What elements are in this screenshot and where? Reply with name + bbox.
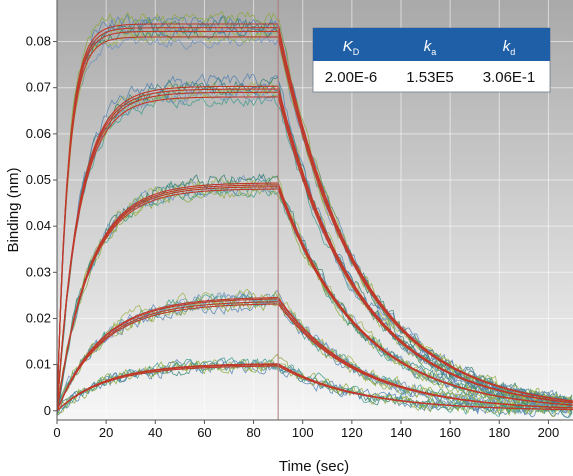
y-axis-ticks: 0 0.01 0.02 0.03 0.04 0.05 0.06 0.07 0.08 [26,34,57,418]
y-tick-label-8: 0.08 [26,34,51,49]
x-tick-label-9: 180 [488,425,510,440]
x-axis-ticks: 0 20 40 60 80 100 120 140 160 180 200 [53,420,559,440]
x-tick-label-2: 40 [148,425,162,440]
raw-trace-s4-r3-1 [57,10,573,413]
fit-curves [57,23,573,412]
y-tick-label-7: 0.07 [26,80,51,95]
fit-curve-s0-r2 [57,363,573,412]
x-tick-label-8: 160 [439,425,461,440]
fit-curve-s3-r3 [57,85,573,411]
kinetics-value-kd: 2.00E-6 [325,69,378,86]
kinetics-value-kdis: 3.06E-1 [483,69,536,86]
x-tick-label-1: 20 [99,425,113,440]
fit-curve-s1-r3 [57,297,573,411]
x-tick-label-10: 200 [538,425,560,440]
x-tick-label-4: 80 [246,425,260,440]
kinetics-header-kd: KD [343,38,360,57]
y-tick-label-3: 0.03 [26,264,51,279]
x-tick-label-7: 140 [390,425,412,440]
x-tick-label-0: 0 [53,425,60,440]
y-tick-label-0: 0 [44,403,51,418]
y-tick-label-2: 0.02 [26,310,51,325]
x-axis-label: Time (sec) [279,458,349,475]
y-tick-label-1: 0.01 [26,357,51,372]
x-tick-label-3: 60 [197,425,211,440]
x-tick-label-6: 120 [341,425,363,440]
y-axis-label: Binding (nm) [5,167,22,252]
y-tick-label-4: 0.04 [26,218,51,233]
x-tick-label-5: 100 [292,425,314,440]
fit-curve-s4-r3 [57,23,573,411]
fit-curve-s2-r3 [57,182,573,411]
y-tick-label-5: 0.05 [26,172,51,187]
kinetics-table-header [313,28,550,61]
kinetics-table: KD ka kd 2.00E-6 1.53E5 3.06E-1 [312,27,551,93]
kinetics-value-ka: 1.53E5 [406,69,454,86]
raw-trace-s4-r2-1 [57,13,573,412]
kinetics-header-ka: ka [424,38,437,57]
raw-trace-s1-r0-0 [57,299,573,414]
y-tick-label-6: 0.06 [26,126,51,141]
kinetics-header-kdis: kd [503,38,516,57]
